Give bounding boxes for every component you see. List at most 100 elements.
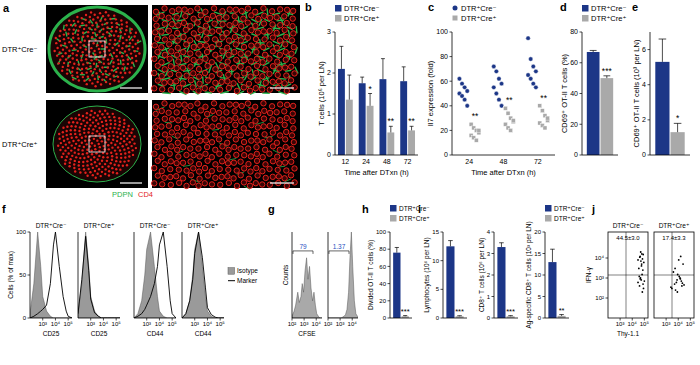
cell bbox=[114, 119, 116, 121]
cell bbox=[110, 22, 112, 24]
cell bbox=[89, 124, 91, 126]
point bbox=[457, 77, 461, 81]
significance: ** bbox=[540, 93, 547, 103]
cell bbox=[290, 23, 295, 28]
cell bbox=[283, 57, 288, 62]
cell bbox=[107, 58, 109, 60]
cell bbox=[262, 37, 267, 42]
cell bbox=[217, 71, 222, 76]
x-axis-label: Time after DTxn (h) bbox=[344, 168, 409, 177]
cell bbox=[101, 45, 103, 47]
cell bbox=[191, 44, 196, 49]
y-tick bbox=[580, 62, 583, 63]
cell bbox=[245, 130, 250, 135]
cell bbox=[75, 136, 77, 138]
histogram-line bbox=[182, 232, 224, 318]
x-tick-label: 10⁴ bbox=[674, 321, 684, 327]
panel-letter: i bbox=[418, 203, 421, 215]
point bbox=[492, 64, 496, 68]
significance: ** bbox=[408, 116, 415, 126]
cell bbox=[91, 153, 93, 155]
cell bbox=[90, 110, 92, 112]
cell bbox=[152, 30, 157, 35]
panel-letter: h bbox=[362, 203, 369, 215]
cell bbox=[81, 22, 83, 24]
cell bbox=[77, 37, 79, 39]
cell bbox=[253, 180, 258, 185]
cell bbox=[188, 78, 193, 83]
cell bbox=[107, 63, 109, 65]
y-tick-label: 4 bbox=[642, 81, 646, 88]
cell bbox=[130, 131, 132, 133]
panel: 020406080100***DTR⁺Cre⁻DTR⁺Cre⁺hDivided … bbox=[362, 203, 430, 321]
x-axis bbox=[134, 318, 176, 319]
cell bbox=[245, 6, 250, 11]
cell bbox=[174, 15, 179, 20]
cell bbox=[233, 7, 238, 12]
y-axis-label: Ag-specific CD8⁺ T cells (10³ per LN) bbox=[525, 221, 533, 328]
cell bbox=[118, 117, 120, 119]
panel: 0246*eCD69⁺ OT-II T cells (10³ per LN) bbox=[632, 1, 690, 158]
y-tick bbox=[28, 318, 31, 319]
cell bbox=[180, 65, 185, 70]
cell bbox=[101, 130, 103, 132]
cell bbox=[282, 109, 287, 114]
y-axis bbox=[390, 232, 391, 318]
cell bbox=[115, 55, 117, 57]
cell bbox=[65, 130, 67, 132]
y-tick-label: 2 bbox=[487, 272, 491, 278]
marks bbox=[182, 232, 224, 318]
marks bbox=[446, 241, 463, 318]
cell bbox=[66, 68, 68, 70]
cell bbox=[104, 18, 106, 20]
cell bbox=[176, 59, 181, 64]
cell bbox=[181, 129, 186, 134]
panel: 012312244872*****DTR⁺Cre⁻DTR⁺Cre⁺bTime a… bbox=[305, 1, 418, 177]
cell bbox=[85, 54, 87, 56]
category-label: 24 bbox=[465, 158, 473, 165]
cell bbox=[226, 38, 231, 43]
cell bbox=[202, 181, 207, 186]
row-label: DTR⁺Cre⁺ bbox=[2, 140, 37, 149]
cell bbox=[133, 142, 135, 144]
cell bbox=[290, 103, 295, 108]
point bbox=[503, 106, 507, 110]
cell bbox=[124, 156, 126, 158]
cell bbox=[62, 152, 64, 154]
cell bbox=[126, 54, 128, 56]
cell bbox=[95, 58, 97, 60]
cell bbox=[81, 72, 83, 74]
cell bbox=[94, 170, 96, 172]
stroma bbox=[62, 45, 67, 46]
cell bbox=[255, 30, 260, 35]
cell bbox=[94, 112, 96, 114]
bar bbox=[387, 132, 394, 155]
cell bbox=[288, 173, 293, 178]
cell bbox=[95, 152, 97, 154]
cell bbox=[79, 118, 81, 120]
cell bbox=[282, 176, 287, 181]
panel: 020406080***DTR⁺Cre⁻DTR⁺Cre⁺dCD69⁺ OT-II… bbox=[560, 1, 626, 158]
cell bbox=[106, 156, 108, 158]
panel: 05101520**DTR⁺Cre⁻DTR⁺Cre⁺Ag-specific CD… bbox=[525, 205, 584, 329]
cell bbox=[292, 71, 297, 76]
cell bbox=[74, 133, 76, 135]
cell bbox=[107, 131, 109, 133]
legend-swatch bbox=[390, 215, 397, 222]
cell bbox=[263, 162, 268, 167]
cell bbox=[86, 160, 88, 162]
cell bbox=[72, 33, 74, 35]
cell bbox=[289, 51, 294, 56]
legend-label: DTR⁺Cre⁺ bbox=[344, 14, 379, 23]
x-tick-label: 10⁵ bbox=[112, 321, 122, 327]
x-tick-label: 10⁴ bbox=[99, 321, 109, 327]
event bbox=[680, 256, 682, 258]
scale-bar bbox=[270, 87, 294, 88]
cell bbox=[99, 70, 101, 72]
cell bbox=[98, 133, 100, 135]
y-tick-label: 0 bbox=[487, 315, 491, 321]
cell bbox=[254, 158, 259, 163]
cell bbox=[75, 156, 77, 158]
x-axis bbox=[582, 155, 618, 156]
cell bbox=[159, 29, 164, 34]
